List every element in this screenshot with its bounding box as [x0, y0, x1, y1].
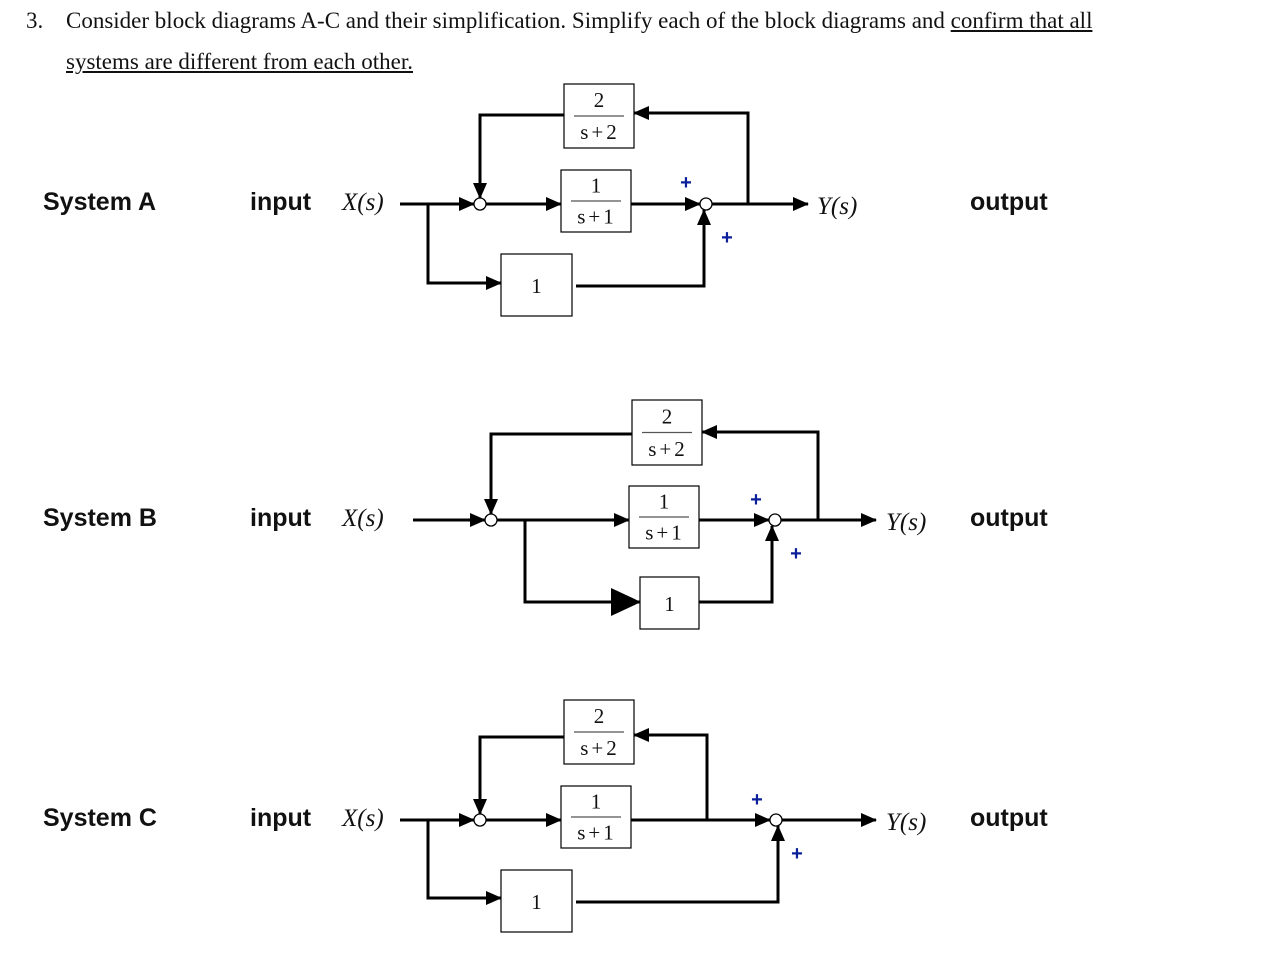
feedback-pickoff-wire: [701, 425, 820, 520]
feedforward-return-wire: [576, 825, 785, 904]
summing-junction-2: [769, 813, 783, 827]
output-label: output: [970, 188, 1048, 216]
question-number: 3.: [26, 8, 44, 33]
feedforward-block: 1: [500, 253, 573, 317]
feedback-pickoff-wire: [633, 106, 750, 204]
system-a-title: System A: [43, 188, 156, 216]
system-b-title: System B: [43, 504, 157, 532]
feedback-return-wire: [484, 432, 632, 515]
output-signal: Y(s): [886, 509, 926, 536]
feedforward-branch-wire: [426, 204, 502, 290]
forward-block: 1s+1: [560, 169, 632, 233]
denominator: s+1: [645, 520, 685, 544]
feedback-return-wire: [473, 735, 564, 815]
feedforward-block-box: [500, 253, 573, 317]
feedback-block: 2s+2: [563, 83, 635, 149]
summing-junction-2: [768, 513, 782, 527]
numerator: 2: [594, 88, 605, 112]
output-label: output: [970, 804, 1048, 832]
denominator: s+1: [577, 204, 617, 228]
input-signal: X(s): [341, 805, 384, 832]
feedforward-block: 1: [500, 869, 573, 933]
summing-junction-1: [473, 813, 487, 827]
feedback-block: 2s+2: [563, 699, 635, 765]
system-c-title: System C: [43, 804, 157, 832]
plus-sign: +: [791, 843, 803, 865]
summing-junction-1: [484, 513, 498, 527]
denominator: s+1: [577, 820, 617, 844]
plus-sign: +: [751, 789, 763, 811]
forward-block: 1s+1: [628, 485, 700, 549]
forward-block: 1s+1: [560, 785, 632, 849]
gain: 1: [531, 274, 542, 298]
feedback-block: 2s+2: [631, 399, 703, 466]
feedforward-return-wire: [576, 209, 711, 288]
question-text-plain: Consider block diagrams A-C and their si…: [66, 8, 945, 33]
input-signal: X(s): [341, 189, 384, 216]
plus-sign: +: [790, 543, 802, 565]
feedforward-block: 1: [639, 576, 700, 630]
denominator: s+2: [580, 120, 620, 144]
denominator: s+2: [580, 736, 620, 760]
feedforward-block-box: [639, 576, 700, 630]
output-label: output: [970, 504, 1048, 532]
input-label: input: [250, 188, 312, 216]
numerator: 1: [659, 489, 670, 513]
summing-junction-1: [473, 197, 487, 211]
denominator: s+2: [648, 437, 688, 461]
input-signal: X(s): [341, 505, 384, 532]
feedback-return-wire: [473, 113, 564, 199]
question-text-underlined-2: systems are different from each other.: [66, 49, 413, 74]
summing-junction-2: [699, 197, 713, 211]
feedforward-branch-wire: [426, 820, 502, 905]
plus-sign: +: [721, 227, 733, 249]
question-text-underlined-1: confirm that all: [950, 8, 1093, 33]
question-text: Consider block diagrams A-C and their si…: [66, 8, 1092, 34]
feedforward-branch-wire: [523, 520, 641, 616]
numerator: 1: [591, 173, 602, 197]
gain: 1: [531, 890, 542, 914]
feedforward-return-wire: [699, 525, 779, 604]
feedback-pickoff-wire: [633, 728, 709, 820]
input-label: input: [250, 504, 312, 532]
numerator: 2: [662, 404, 673, 428]
feedforward-block-box: [500, 869, 573, 933]
numerator: 2: [594, 704, 605, 728]
output-signal: Y(s): [817, 193, 857, 220]
plus-sign: +: [680, 172, 692, 194]
plus-sign: +: [750, 489, 762, 511]
numerator: 1: [591, 789, 602, 813]
input-label: input: [250, 804, 312, 832]
output-signal: Y(s): [886, 809, 926, 836]
gain: 1: [664, 592, 675, 616]
